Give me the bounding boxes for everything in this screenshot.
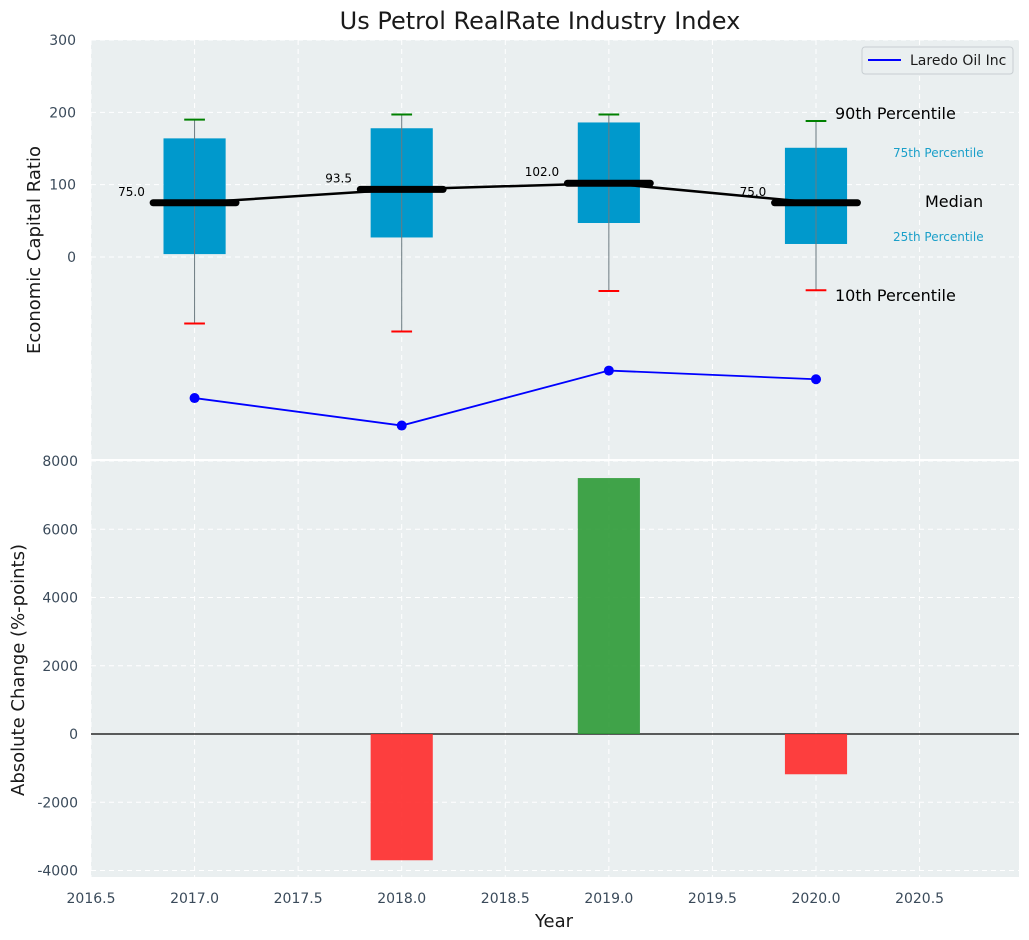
annotation-p75: 75th Percentile	[893, 146, 984, 160]
bars-layer	[91, 478, 1019, 861]
median-trend-line	[194, 181, 817, 204]
annotation-median: Median	[925, 192, 983, 211]
series-point-2018	[396, 420, 407, 431]
series-point-2020	[811, 374, 821, 385]
bottom-y-tick-label: 4000	[42, 591, 78, 607]
top-y-tick-label: 200	[49, 105, 76, 121]
median-label-2019: 102.0	[525, 165, 559, 179]
top-y-axis-label: Economic Capital Ratio	[24, 146, 45, 354]
x-tick-label: 2020.5	[895, 891, 944, 907]
annotation-p90: 90th Percentile	[835, 104, 956, 123]
bottom-y-tick-label: 2000	[42, 659, 78, 675]
x-tick-label: 2019.5	[688, 891, 737, 907]
bottom-y-tick-label: 0	[69, 727, 78, 743]
x-tick-label: 2017.5	[274, 891, 323, 907]
bottom-plot-background	[91, 461, 1019, 877]
legend: Laredo Oil Inc	[861, 46, 1014, 75]
line-layer	[189, 365, 821, 431]
x-axis-label: Year	[534, 911, 574, 932]
bottom-y-tick-label: 6000	[42, 522, 78, 538]
top-y-tick-label: 300	[49, 33, 76, 49]
x-tick-label: 2020.0	[792, 891, 841, 907]
x-tick-label: 2018.5	[481, 891, 530, 907]
x-tick-label: 2017.0	[170, 891, 219, 907]
median-label-2018: 93.5	[325, 171, 352, 185]
change-bar-2018	[370, 734, 433, 861]
bottom-y-axis-label: Absolute Change (%-points)	[8, 544, 29, 796]
bottom-y-tick-label: -2000	[37, 795, 78, 811]
change-bar-2019	[577, 478, 640, 734]
median-label-2017: 75.0	[118, 185, 145, 199]
bottom-y-tick-label: 8000	[42, 454, 78, 470]
series-point-2017	[189, 393, 200, 404]
top-plot-background	[91, 40, 1019, 459]
legend-box	[861, 46, 1014, 75]
series-point-2019	[603, 365, 614, 376]
x-tick-label: 2018.0	[377, 891, 426, 907]
series-line-laredo	[194, 369, 817, 427]
chart-title: Us Petrol RealRate Industry Index	[340, 7, 741, 35]
tick-layer: 2016.5 2017.0 2017.5 2018.0 2018.5 2019.0 2019…	[37, 33, 944, 907]
top-y-tick-label: 0	[67, 250, 76, 266]
change-bar-2020	[784, 734, 848, 775]
bottom-y-tick-label: -4000	[37, 864, 78, 880]
x-tick-label: 2016.5	[67, 891, 116, 907]
top-y-tick-label: 100	[49, 178, 76, 194]
legend-entry-laredo: Laredo Oil Inc	[910, 53, 1006, 69]
annotation-p10: 10th Percentile	[835, 286, 956, 305]
x-tick-label: 2019.0	[584, 891, 633, 907]
box-layer: 75.093.5 102.075.0	[118, 113, 861, 333]
annotation-p25: 25th Percentile	[893, 230, 984, 244]
